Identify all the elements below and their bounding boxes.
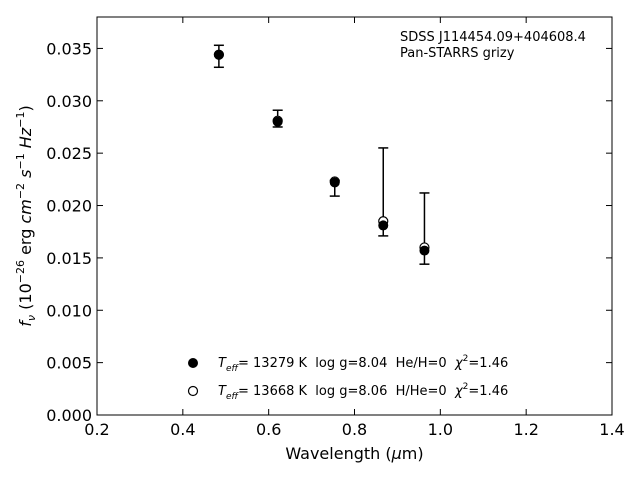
annotation-object-name: SDSS J114454.09+404608.4 <box>400 30 586 45</box>
point-filled-circle <box>329 177 340 188</box>
point-filled-circle <box>272 116 283 127</box>
error-bars <box>213 44 430 265</box>
x-tick-label: 0.8 <box>342 420 367 439</box>
x-tick-label: 1.2 <box>513 420 538 439</box>
x-tick-label: 0.4 <box>170 420 195 439</box>
point-filled-circle <box>213 49 224 60</box>
y-tick-label: 0.015 <box>46 249 92 268</box>
y-tick-label: 0.010 <box>46 301 92 320</box>
legend: Teff= 13279 K log g=8.04 He/H=0 χ2=1.46 … <box>187 354 508 402</box>
x-tick-label: 1.4 <box>599 420 624 439</box>
x-tick-label: 1.0 <box>428 420 453 439</box>
legend-entry-1: Teff= 13279 K log g=8.04 He/H=0 χ2=1.46 <box>218 354 508 374</box>
legend-entry-2: Teff= 13668 K log g=8.06 H/He=0 χ2=1.46 <box>218 382 508 402</box>
y-tick-label: 0.025 <box>46 144 92 163</box>
x-tick-label: 0.2 <box>84 420 109 439</box>
data-points <box>213 49 430 256</box>
y-tick-label: 0.000 <box>46 406 92 425</box>
point-filled-circle <box>419 245 430 256</box>
y-tick-label: 0.005 <box>46 354 92 373</box>
x-axis-label: Wavelength (μm) <box>285 444 423 463</box>
y-tick-label: 0.020 <box>46 197 92 216</box>
y-tick-label: 0.035 <box>46 39 92 58</box>
y-axis-label: fν (10−26 erg cm−2 s−1 Hz−1) <box>14 105 38 326</box>
x-tick-label: 0.6 <box>256 420 281 439</box>
axis-ticks: 0.2 0.4 0.6 0.8 1.0 1.2 1.4 0.000 0.005 0.010 0.01… <box>46 17 625 439</box>
legend-marker-filled <box>188 358 198 368</box>
annotation-survey: Pan-STARRS grizy <box>400 46 515 61</box>
y-tick-label: 0.030 <box>46 92 92 111</box>
legend-marker-open <box>187 385 199 397</box>
point-filled-circle <box>378 220 389 231</box>
